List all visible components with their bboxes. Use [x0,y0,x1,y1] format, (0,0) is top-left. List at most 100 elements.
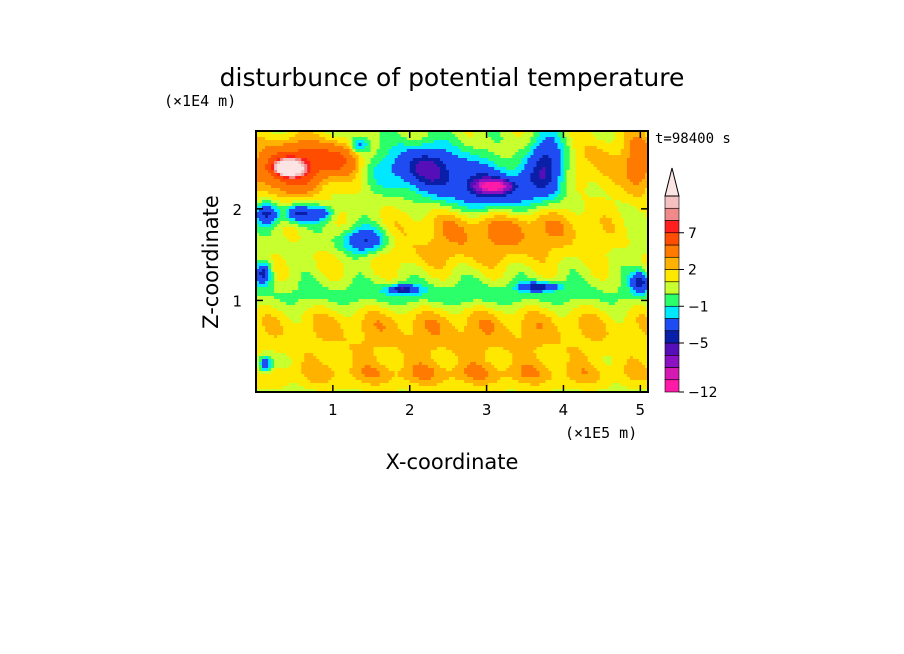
contour-cell [373,233,378,237]
contour-cell [509,224,513,228]
contour-cell [572,152,577,156]
contour-cell [629,170,634,174]
contour-cell [382,194,387,198]
contour-cell [506,182,510,186]
contour-cell [542,221,546,225]
contour-cell [286,131,290,135]
contour-cell [497,152,501,156]
contour-cell [325,200,329,204]
contour-cell [545,206,549,210]
contour-cell [503,206,507,210]
contour-cell [611,167,616,171]
contour-cell [632,218,637,222]
contour-cell [265,164,269,168]
contour-cell [316,197,320,201]
contour-cell [563,230,567,234]
contour-cell [301,239,305,243]
contour-cell [448,197,453,201]
contour-cell [268,134,272,138]
contour-cell [370,176,374,180]
contour-cell [485,215,489,219]
contour-cell [539,218,543,222]
contour-cell [418,239,423,243]
contour-cell [635,221,640,225]
contour-cell [626,218,631,222]
contour-cell [388,239,393,243]
contour-cell [617,203,622,207]
contour-cell [319,209,323,213]
contour-cell [623,155,628,159]
contour-cell [605,197,610,201]
contour-cell [280,185,284,189]
contour-cell [337,203,341,207]
contour-cell [587,137,592,141]
contour-cell [352,197,356,201]
contour-cell [452,191,456,195]
contour-cell [644,209,649,213]
contour-cell [470,176,474,180]
contour-cell [482,239,486,243]
contour-cell [455,236,459,240]
contour-cell [376,179,381,183]
contour-cell [403,146,408,150]
contour-cell [343,221,347,225]
contour-cell [358,143,362,147]
contour-cell [488,134,492,138]
contour-cell [322,194,326,198]
contour-cell [379,137,384,141]
contour-cell [367,194,371,198]
contour-cell [620,137,625,141]
contour-cell [608,209,613,213]
contour-cell [283,176,287,180]
contour-cell [596,185,601,189]
contour-cell [256,215,260,219]
contour-cell [578,137,583,141]
contour-cell [518,170,522,174]
contour-cell [512,209,516,213]
contour-cell [331,149,335,153]
contour-cell [629,137,634,141]
contour-cell [497,158,501,162]
contour-cell [292,242,296,246]
contour-cell [485,164,489,168]
contour-cell [256,131,260,135]
contour-cell [491,209,495,213]
contour-cell [542,191,546,195]
contour-cell [274,149,278,153]
contour-cell [620,233,625,237]
contour-cell [364,221,368,225]
contour-cell [418,137,423,141]
contour-cell [352,167,356,171]
contour-cell [274,146,278,150]
contour-cell [518,206,522,210]
contour-cell [379,149,384,153]
contour-cell [527,191,531,195]
contour-cell [388,137,393,141]
contour-cell [641,197,646,201]
contour-cell [307,182,311,186]
contour-cell [406,212,411,216]
contour-cell [427,212,432,216]
contour-cell [554,242,558,246]
contour-cell [355,155,359,159]
contour-cell [497,239,501,243]
contour-cell [611,176,616,180]
contour-cell [629,167,634,171]
contour-cell [445,152,450,156]
contour-cell [394,224,399,228]
contour-cell [358,161,362,165]
contour-cell [605,176,610,180]
contour-cell [590,164,595,168]
contour-cell [644,242,649,246]
contour-cell [587,239,592,243]
contour-cell [575,152,580,156]
contour-cell [527,146,531,150]
contour-cell [394,197,399,201]
contour-cell [313,161,317,165]
contour-cell [572,164,577,168]
contour-cell [611,185,616,189]
contour-cell [337,200,341,204]
contour-cell [304,215,308,219]
contour-cell [470,182,474,186]
contour-cell [458,197,462,201]
